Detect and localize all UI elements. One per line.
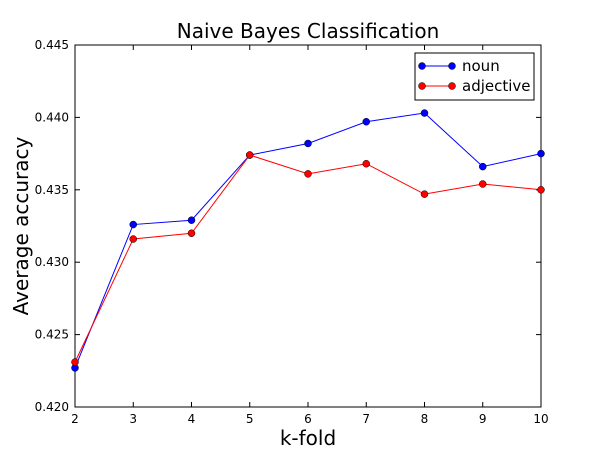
y-tick-label: 0.440 [35, 110, 69, 124]
data-point-adjective [362, 159, 370, 168]
data-point-adjective [246, 151, 254, 159]
data-point-noun [420, 109, 429, 117]
x-tick-label: 7 [362, 412, 370, 426]
x-tick-label: 8 [421, 412, 429, 426]
data-point-noun [479, 162, 487, 171]
data-point-adjective [479, 180, 487, 188]
y-axis-label: Average accuracy [9, 136, 33, 315]
legend-box [414, 52, 535, 101]
data-point-noun [129, 220, 137, 229]
legend-marker-adjective [418, 82, 426, 90]
series-line-noun [74, 112, 542, 369]
data-point-noun [362, 117, 370, 126]
x-tick-label: 6 [304, 412, 312, 426]
y-tick-label: 0.425 [35, 328, 69, 342]
x-tick-label: 2 [71, 412, 79, 426]
series-line-adjective [74, 154, 542, 363]
x-tick-label: 5 [246, 412, 254, 426]
x-tick-label: 10 [533, 412, 548, 426]
y-tick-label: 0.435 [35, 183, 69, 197]
x-tick-label: 9 [479, 412, 487, 426]
x-axis-label: k-fold [280, 426, 336, 450]
data-point-noun [187, 216, 196, 224]
legend-label-adjective: adjective [462, 77, 531, 95]
legend-marker-noun [418, 62, 426, 70]
data-point-adjective [187, 229, 196, 237]
y-tick-label: 0.420 [35, 400, 69, 414]
legend-marker-noun [448, 62, 456, 70]
legend-marker-adjective [448, 82, 456, 90]
data-point-adjective [420, 190, 429, 198]
x-tick-label: 4 [188, 412, 196, 426]
legend: noun adjective [414, 52, 535, 101]
x-tick-label: 3 [129, 412, 137, 426]
data-point-noun [537, 149, 545, 158]
data-point-noun [304, 139, 312, 148]
chart-title: Naive Bayes Classification [177, 19, 440, 43]
legend-label-noun: noun [462, 57, 500, 75]
data-point-adjective [537, 186, 545, 194]
data-point-adjective [304, 170, 312, 178]
y-tick-label: 0.445 [35, 38, 69, 52]
y-tick-label: 0.430 [35, 255, 69, 269]
data-point-adjective [129, 235, 137, 243]
plot-area: 2 3 4 5 6 7 8 9 10 0.420 0.425 0.430 0.435 0.440 0.445 [35, 38, 549, 426]
data-point-adjective [71, 358, 79, 366]
